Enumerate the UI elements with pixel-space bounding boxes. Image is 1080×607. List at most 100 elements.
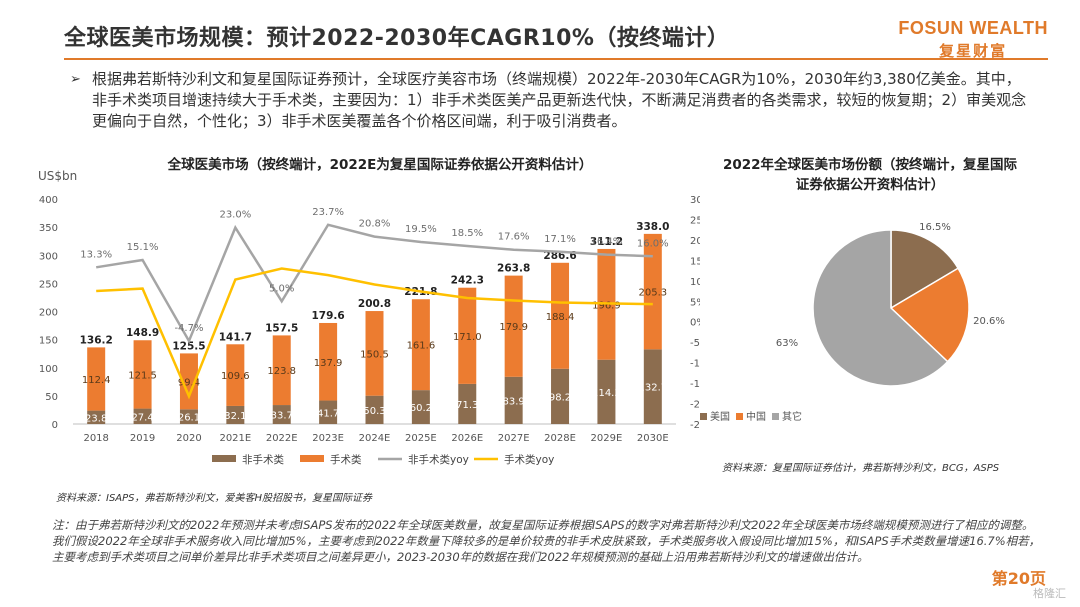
legend-swatch — [212, 455, 236, 462]
surgical-value-label: 112.4 — [82, 375, 111, 386]
total-value-label: 125.5 — [172, 340, 205, 352]
bar-surgical — [458, 287, 477, 384]
right-axis-tick: -20% — [690, 400, 700, 411]
right-axis-tick: 5% — [690, 297, 700, 308]
title-divider — [64, 58, 1048, 60]
non-surgical-value-label: 83.9 — [503, 396, 525, 407]
bar-surgical — [365, 311, 384, 396]
right-axis-tick: -25% — [690, 420, 700, 431]
total-value-label: 148.9 — [126, 327, 159, 339]
right-axis-tick: 25% — [690, 215, 700, 226]
left-axis-tick: 300 — [39, 251, 58, 262]
surgical-value-label: 150.5 — [360, 349, 389, 360]
bar-surgical — [551, 262, 570, 369]
left-axis-tick: 100 — [39, 364, 58, 375]
non-surgical-value-label: 98.2 — [549, 392, 571, 403]
right-axis-tick: -15% — [690, 379, 700, 390]
bar-non-surgical — [319, 400, 338, 424]
bar-surgical — [411, 299, 430, 391]
right-chart-source: 资料来源：复星国际证券估计，弗若斯特沙利文，BCG，ASPS — [722, 463, 1000, 474]
right-chart-title-line-1: 2022年全球医美市场份额（按终端计，复星国际 — [722, 157, 1018, 173]
right-axis-tick: -5% — [690, 338, 700, 349]
x-axis-tick: 2020 — [176, 433, 201, 444]
left-axis-tick: 350 — [39, 223, 58, 234]
legend-label: 手术类yoy — [504, 453, 554, 466]
bar-non-surgical — [597, 359, 616, 424]
left-axis-tick: 50 — [45, 392, 58, 403]
x-axis-tick: 2024E — [359, 433, 391, 444]
surgical-value-label: 179.9 — [499, 322, 528, 333]
bar-non-surgical — [643, 349, 662, 424]
yoy-value-label: 17.1% — [544, 234, 576, 245]
bar-non-surgical — [179, 409, 198, 424]
pie-legend-label: 美国 — [710, 410, 730, 423]
legend-label: 非手术类yoy — [408, 453, 469, 466]
bar-non-surgical — [272, 405, 291, 424]
bar-surgical — [133, 340, 152, 409]
yoy-value-label: 13.3% — [80, 249, 112, 260]
pie-legend-swatch — [736, 413, 743, 420]
brand-logo: FOSUN WEALTH 复星财富 — [898, 18, 1048, 61]
left-axis-tick: 400 — [39, 195, 58, 206]
x-axis-tick: 2019 — [130, 433, 155, 444]
non-surgical-value-label: 71.3 — [456, 400, 478, 411]
non-surgical-value-label: 26.1 — [178, 413, 200, 424]
right-axis-tick: 20% — [690, 236, 700, 247]
summary-paragraph: 根据弗若斯特沙利文和复星国际证券预计，全球医疗美容市场（终端规模）2022年-2… — [92, 70, 1027, 130]
yoy-value-label: 19.5% — [405, 224, 437, 235]
surgical-value-label: 121.5 — [128, 370, 157, 381]
watermark-logo: 格隆汇 — [1033, 587, 1066, 600]
x-axis-tick: 2022E — [266, 433, 298, 444]
x-axis-tick: 2018 — [83, 433, 108, 444]
bar-non-surgical — [551, 368, 570, 424]
non-surgical-value-label: 132.7 — [638, 383, 667, 394]
surgical-value-label: 161.6 — [407, 341, 436, 352]
pie-legend-label: 中国 — [746, 410, 766, 423]
total-value-label: 179.6 — [312, 310, 345, 322]
yoy-value-label: 16.0% — [637, 238, 669, 249]
yoy-value-label: 20.8% — [359, 219, 391, 230]
legend-label: 手术类 — [330, 453, 362, 466]
pie-legend-swatch — [772, 413, 779, 420]
market-share-pie-chart: 16.5% 20.6% 63% 美国 中国 其它 — [700, 222, 1005, 423]
brand-name-cn: 复星财富 — [939, 42, 1008, 60]
yoy-value-label: 23.7% — [312, 207, 344, 218]
brand-name-en: FOSUN WEALTH — [898, 18, 1048, 38]
total-value-label: 136.2 — [80, 334, 113, 346]
bar-surgical — [87, 347, 106, 411]
pie-slice — [812, 229, 949, 387]
non-surgical-yoy-line — [95, 223, 653, 344]
pie-slice — [889, 267, 970, 363]
right-axis-tick: 10% — [690, 277, 700, 288]
page-number: 第20页 — [991, 569, 1046, 588]
yoy-value-label: 18.5% — [451, 228, 483, 239]
x-axis-tick: 2028E — [544, 433, 576, 444]
x-axis-tick: 2025E — [405, 433, 437, 444]
pie-value-label: 63% — [776, 338, 798, 349]
pie-slice — [890, 229, 960, 310]
bar-surgical — [272, 335, 291, 406]
footnote: 注：由于弗若斯特沙利文的2022年预测并未考虑ISAPS发布的2022年全球医美… — [52, 518, 1041, 564]
bar-non-surgical — [87, 410, 106, 424]
yoy-value-label: 15.1% — [127, 242, 159, 253]
pie-legend-label: 其它 — [782, 410, 802, 423]
surgical-value-label: 123.8 — [267, 366, 296, 377]
page-title: 全球医美市场规模：预计2022-2030年CAGR10%（按终端计） — [64, 26, 730, 51]
left-axis-tick: 150 — [39, 336, 58, 347]
non-surgical-value-label: 60.2 — [410, 403, 432, 414]
non-surgical-value-label: 41.7 — [317, 408, 339, 419]
left-chart-title: 全球医美市场（按终端计，2022E为复星国际证券依据公开资料估计） — [167, 157, 593, 173]
yoy-value-label: -4.7% — [174, 323, 203, 334]
non-surgical-value-label: 114.3 — [592, 388, 621, 399]
right-chart-title: 2022年全球医美市场份额（按终端计，复星国际 证券依据公开资料估计） — [700, 155, 1040, 195]
bar-surgical — [226, 344, 245, 406]
bar-surgical — [319, 322, 338, 401]
total-value-label: 311.2 — [590, 236, 623, 248]
yoy-value-label: 5.0% — [269, 283, 294, 294]
legend-swatch — [300, 455, 324, 462]
surgical-value-label: 171.0 — [453, 332, 482, 343]
yoy-value-label: 16.4% — [591, 237, 623, 248]
total-value-label: 338.0 — [636, 221, 669, 233]
right-axis-tick: 30% — [690, 195, 700, 206]
surgical-value-label: 109.6 — [221, 371, 250, 382]
